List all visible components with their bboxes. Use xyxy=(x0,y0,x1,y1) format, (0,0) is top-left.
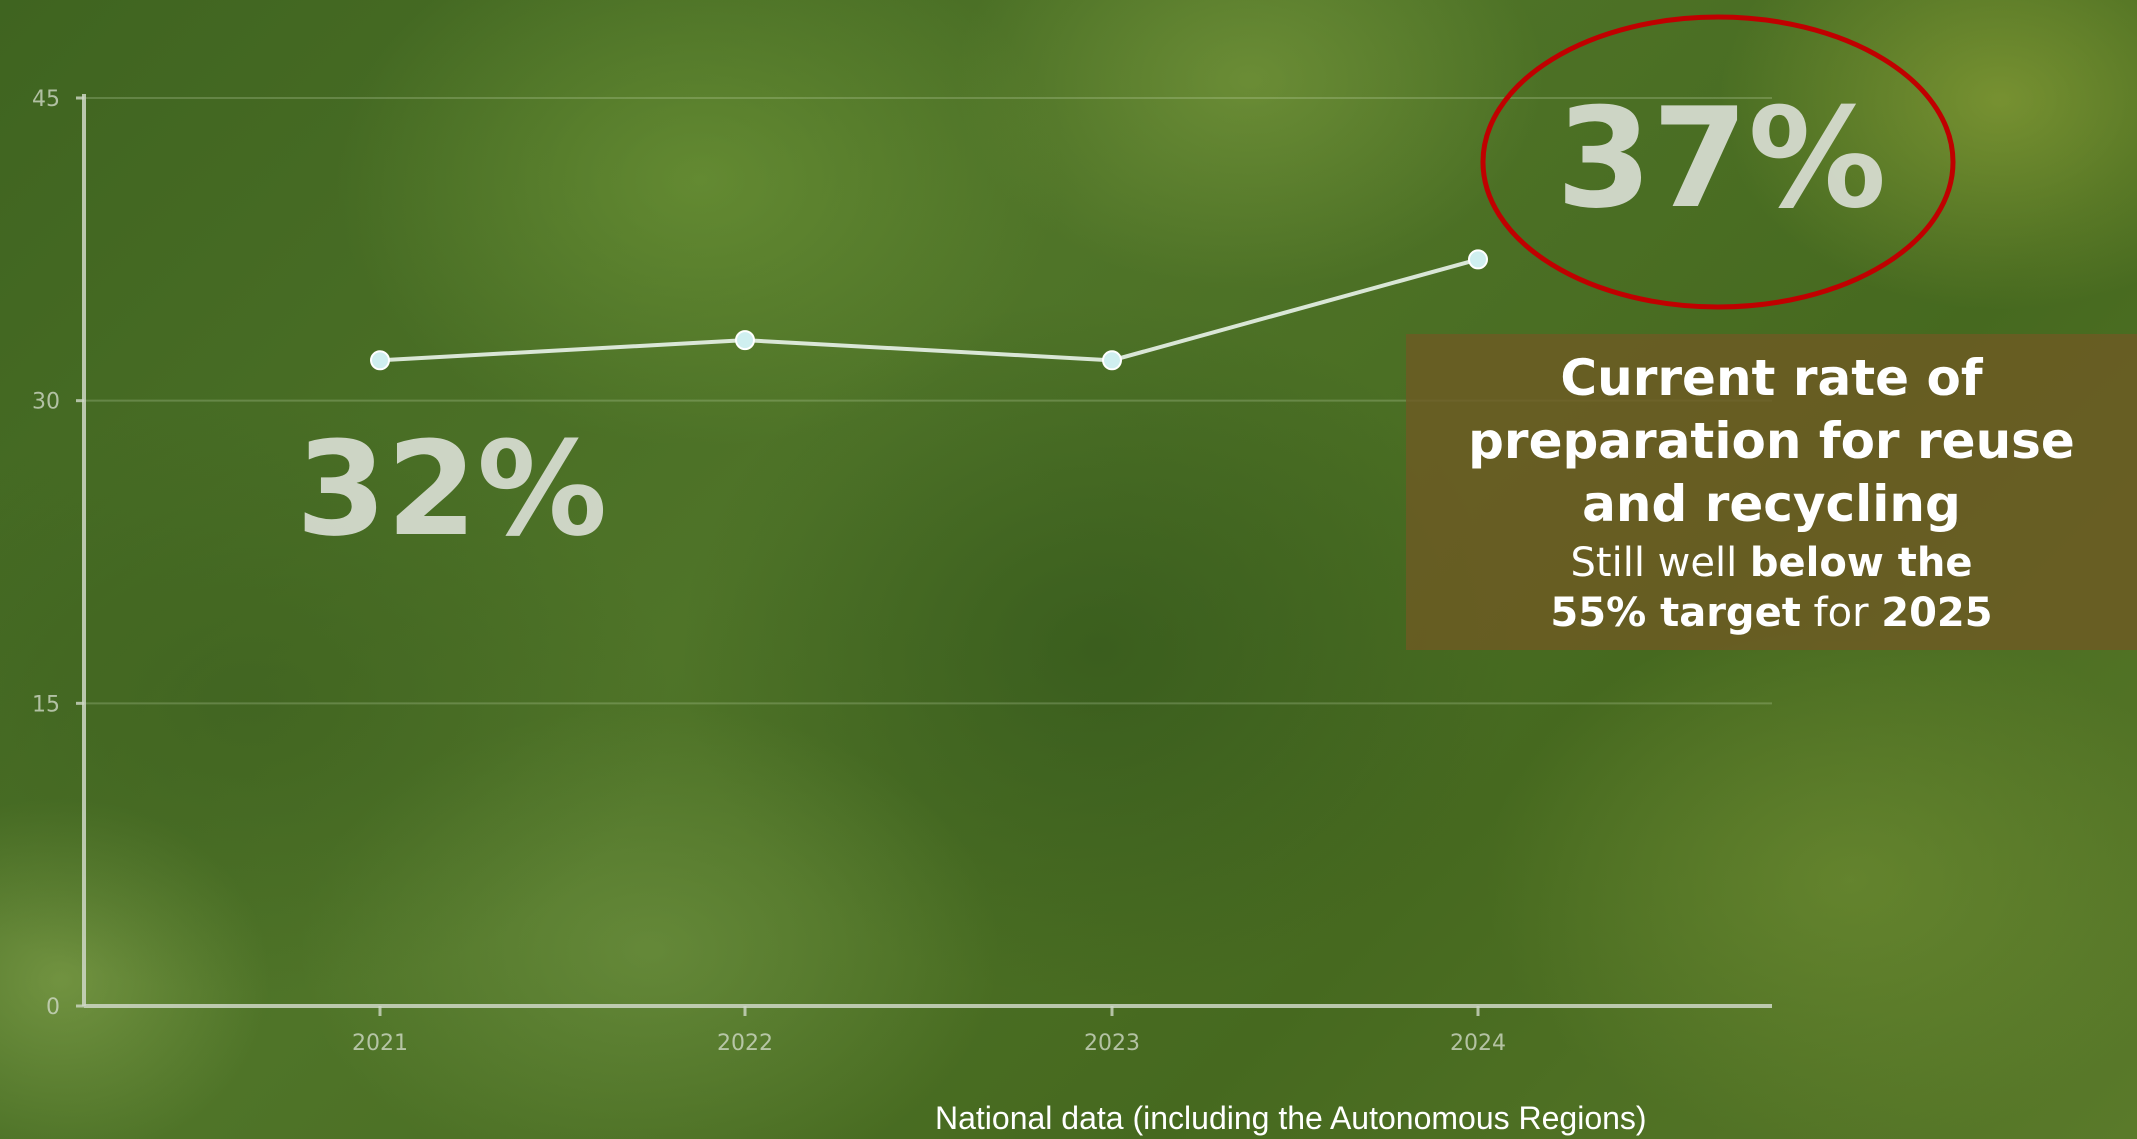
highlight-circle xyxy=(1480,14,1956,310)
end-value-label: 37% xyxy=(1556,78,1886,239)
series-line xyxy=(379,257,1479,363)
data-point xyxy=(735,330,755,351)
y-tick-label: 0 xyxy=(46,995,60,1020)
info-sub-text-2: below the xyxy=(1749,539,1973,586)
x-tick-label: 2022 xyxy=(717,1031,773,1056)
footnote: National data (including the Autonomous … xyxy=(935,1100,1647,1136)
data-point xyxy=(1102,350,1122,371)
info-sub-text-5: 2025 xyxy=(1881,589,1993,636)
y-tick-label: 45 xyxy=(32,87,60,112)
info-subtitle: Still well below the 55% target for 2025 xyxy=(1550,538,1992,638)
info-box: Current rate of preparation for reuse an… xyxy=(1406,334,2137,650)
data-point xyxy=(370,350,390,371)
info-title: Current rate of preparation for reuse an… xyxy=(1468,348,2075,533)
x-tick-label: 2023 xyxy=(1084,1031,1140,1056)
data-point xyxy=(1468,249,1488,270)
x-tick-label: 2021 xyxy=(352,1031,408,1056)
info-sub-text-3: 55% target xyxy=(1550,589,1801,636)
start-value-label: 32% xyxy=(296,413,607,565)
x-tick-label: 2024 xyxy=(1450,1031,1506,1056)
info-sub-text-4: for xyxy=(1800,589,1882,636)
info-sub-text-1: Still well xyxy=(1570,539,1750,586)
y-tick-label: 15 xyxy=(32,692,60,717)
y-tick-label: 30 xyxy=(32,390,60,415)
